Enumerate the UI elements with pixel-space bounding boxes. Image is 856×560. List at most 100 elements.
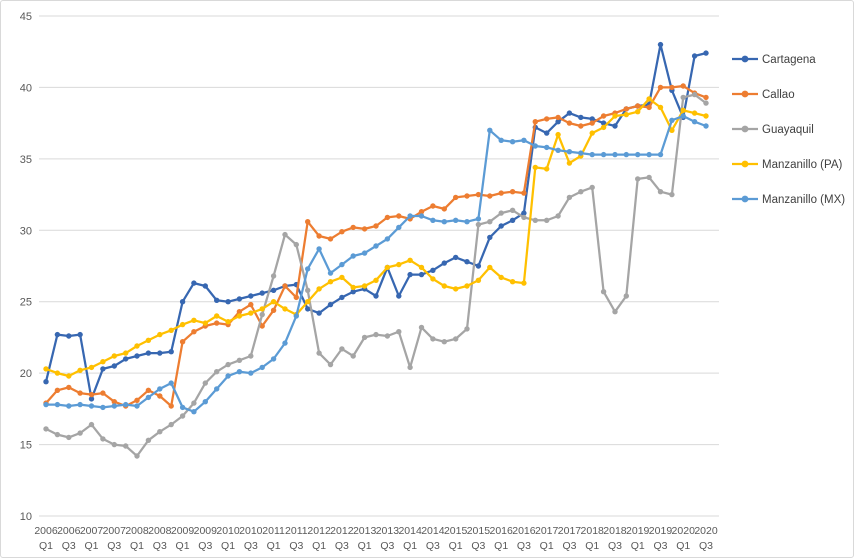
callao-point (384, 214, 391, 221)
manzanillo-mx-point (339, 261, 345, 268)
manzanillo-mx-point (202, 399, 208, 405)
guayaquil-point (316, 350, 322, 356)
manzanillo-mx-point (145, 394, 152, 401)
manzanillo-pa-point (88, 364, 95, 371)
manzanillo-pa-point (589, 130, 595, 136)
cartagena-point (441, 260, 447, 266)
manzanillo-pa-point (487, 264, 493, 271)
cartagena-point (77, 331, 83, 338)
guayaquil-point (487, 219, 493, 225)
callao-point (77, 390, 83, 396)
callao-point (498, 190, 504, 196)
manzanillo-pa-point (191, 317, 197, 323)
manzanillo-mx-point (521, 137, 527, 143)
callao-point (680, 83, 686, 89)
guayaquil-point (339, 346, 345, 352)
callao-point (635, 103, 641, 109)
manzanillo-mx-point (54, 401, 61, 408)
manzanillo-mx-point (646, 151, 652, 158)
legend-dot-marker (741, 195, 749, 203)
guayaquil-point (589, 184, 595, 191)
manzanillo-mx-point (555, 147, 561, 153)
manzanillo-mx-point (316, 246, 322, 252)
manzanillo-mx-point (532, 143, 538, 149)
manzanillo-mx-point (418, 213, 425, 219)
callao-point (157, 393, 163, 399)
y-tick-label: 35 (20, 154, 32, 166)
cartagena-point (236, 296, 243, 302)
callao-point (361, 226, 368, 232)
x-tick-year: 2017 (558, 525, 582, 537)
guayaquil-point (111, 441, 118, 448)
callao-point (66, 384, 72, 391)
guayaquil-point (407, 364, 413, 371)
callao-point (350, 224, 356, 231)
x-tick-quarter: Q1 (358, 540, 372, 552)
cartagena-point (600, 120, 607, 126)
cartagena-point (350, 289, 356, 295)
x-tick-year: 2012 (307, 525, 331, 537)
x-tick-quarter: Q3 (699, 540, 713, 552)
guayaquil-point (327, 361, 334, 368)
manzanillo-pa-point (623, 111, 629, 118)
manzanillo-mx-point (373, 243, 379, 249)
guayaquil-point (123, 443, 129, 449)
cartagena-point (248, 293, 254, 299)
callao-point (487, 193, 493, 199)
guayaquil-point (418, 324, 425, 331)
guayaquil-point (680, 94, 686, 101)
manzanillo-mx-point (77, 401, 83, 408)
x-tick-year: 2007 (103, 525, 127, 537)
legend: Cartagena Callao Guayaquil Manzanillo (PA) M… (732, 54, 845, 206)
cartagena-line (44, 43, 708, 401)
guayaquil-point (396, 329, 402, 335)
guayaquil-point (430, 336, 436, 342)
guayaquil-point (145, 437, 152, 443)
manzanillo-mx-point (441, 219, 447, 225)
x-tick-quarter: Q3 (289, 540, 303, 552)
manzanillo-pa-point (259, 306, 265, 312)
manzanillo-pa-point (544, 166, 550, 172)
guayaquil-point (270, 273, 277, 279)
callao-point (464, 193, 470, 199)
manzanillo-pa-point (225, 319, 231, 325)
x-tick-quarter: Q3 (653, 540, 667, 552)
manzanillo-mx-point (703, 123, 709, 129)
manzanillo-mx-point (623, 151, 629, 158)
cartagena-point (66, 333, 72, 339)
guayaquil-point (293, 241, 299, 248)
cartagena-point (453, 254, 459, 261)
guayaquil-point (373, 331, 379, 338)
cartagena-point (578, 114, 584, 121)
manzanillo-mx-point (361, 250, 368, 256)
manzanillo-mx-point (43, 401, 49, 408)
manzanillo-pa-point (600, 124, 607, 131)
manzanillo-mx-point (270, 356, 277, 362)
cartagena-point (544, 130, 550, 136)
callao-point (373, 223, 379, 229)
x-tick-quarter: Q3 (153, 540, 167, 552)
manzanillo-mx-point (248, 370, 254, 376)
cartagena-point (475, 263, 482, 269)
x-tick-quarter: Q1 (631, 540, 645, 552)
guayaquil-point (441, 339, 447, 345)
guayaquil-point (612, 309, 618, 315)
cartagena-point (168, 349, 174, 355)
manzanillo-pa-point (509, 279, 516, 285)
manzanillo-mx-point (669, 117, 675, 124)
cartagena-point (487, 234, 493, 241)
x-tick-year: 2016 (489, 525, 513, 537)
guayaquil-point (248, 353, 254, 359)
manzanillo-pa-point (327, 279, 334, 285)
cartagena-point (111, 363, 118, 369)
x-tick-year: 2009 (171, 525, 195, 537)
manzanillo-pa-point (270, 299, 277, 305)
guayaquil-point (350, 353, 356, 359)
x-tick-quarter: Q1 (494, 540, 508, 552)
guayaquil-point (54, 431, 61, 438)
callao-point (111, 399, 118, 405)
cartagena-point (179, 299, 186, 305)
guayaquil-point (179, 413, 186, 419)
manzanillo-pa-point (635, 109, 641, 115)
